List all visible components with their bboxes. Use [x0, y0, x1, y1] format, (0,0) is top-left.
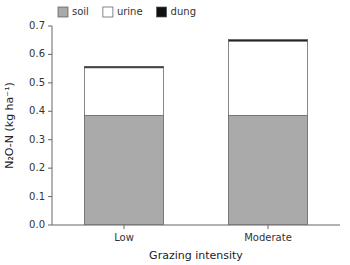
y-tick	[48, 225, 52, 226]
legend: soil urine dung	[58, 6, 196, 17]
y-tick-label: 0.6	[29, 48, 45, 59]
y-tick-label: 0.0	[29, 219, 45, 230]
x-tick	[124, 225, 125, 229]
x-tick-label: Low	[114, 232, 134, 243]
y-tick	[48, 168, 52, 169]
bars	[84, 40, 307, 225]
bar-segment	[228, 40, 307, 41]
x-axis-label: Grazing intensity	[149, 249, 243, 262]
y-tick	[48, 111, 52, 112]
y-tick	[48, 26, 52, 27]
y-tick-label: 0.2	[29, 162, 45, 173]
bar-segment	[84, 68, 163, 116]
legend-label: soil	[72, 6, 89, 17]
y-tick	[48, 54, 52, 55]
legend-label: urine	[117, 6, 143, 17]
bar-segment	[84, 66, 163, 67]
legend-swatch	[103, 7, 113, 17]
bar-segment	[228, 41, 307, 115]
bar-segment	[228, 116, 307, 225]
y-axis	[52, 26, 53, 225]
legend-label: dung	[171, 6, 196, 17]
x-tick-label: Moderate	[244, 232, 292, 243]
y-tick	[48, 82, 52, 83]
y-tick-label: 0.7	[29, 20, 45, 31]
y-tick-label: 0.5	[29, 77, 45, 88]
legend-item: urine	[103, 6, 143, 17]
y-tick-label: 0.1	[29, 191, 45, 202]
y-tick-label: 0.3	[29, 134, 45, 145]
y-axis-label: N₂O-N (kg ha⁻¹)	[3, 82, 16, 169]
legend-item: soil	[58, 6, 89, 17]
y-tick	[48, 139, 52, 140]
legend-swatch	[58, 7, 68, 17]
legend-swatch	[157, 7, 167, 17]
y-tick-label: 0.4	[29, 105, 45, 116]
x-tick	[268, 225, 269, 229]
chart: 0.0 0.1 0.2 0.3 0.4 0.5 0.6 0.7 Low ModerateGrazi…	[0, 0, 350, 265]
legend-item: dung	[157, 6, 196, 17]
y-tick	[48, 196, 52, 197]
bar-segment	[84, 116, 163, 225]
x-axis	[52, 225, 340, 226]
